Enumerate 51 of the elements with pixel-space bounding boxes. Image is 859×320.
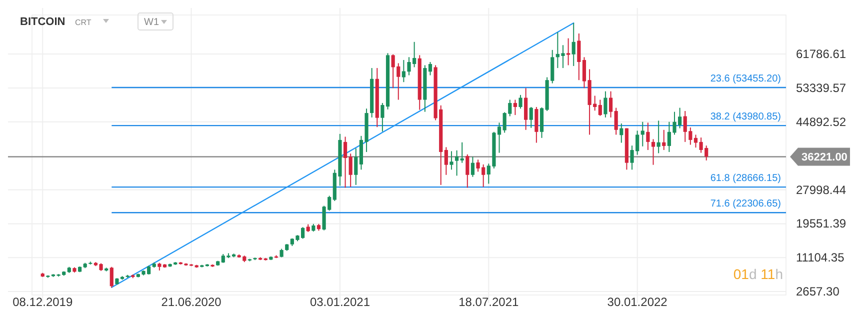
candlestick [540,106,544,138]
x-tick-label: 03.01.2021 [310,295,370,309]
ref-line-label: 23.6 (53455.20) [710,73,781,84]
candlestick [354,148,358,186]
candlestick [662,129,666,150]
x-tick-label: 18.07.2021 [458,295,519,309]
candlestick [470,156,475,178]
annotation: W1 [144,17,160,28]
candlestick [444,146,448,176]
chart-title: BITCOIN [20,16,66,28]
candlestick [620,122,624,144]
candlestick [518,94,522,110]
candlestick [572,22,576,67]
x-tick-label: 30.01.2022 [607,295,668,309]
candlestick [343,136,348,188]
candlestick [524,88,528,130]
candlestick [604,90,608,118]
candlestick [566,38,570,66]
y-tick-label: 27998.44 [796,182,846,197]
y-tick-label: 44892.52 [796,114,846,129]
x-tick-label: 08.12.2019 [12,295,73,309]
candlestick [656,120,660,154]
candlestick [450,150,454,170]
x-tick-label: 21.06.2020 [161,295,222,309]
candlestick [110,266,114,288]
annotation: CRT [75,18,92,27]
candlestick [454,150,459,176]
candlestick [460,142,464,164]
candlestick [646,122,650,150]
y-tick-label: 19551.39 [796,216,846,231]
ref-line-label: 71.6 (22306.65) [710,198,781,210]
annotation: 01d 11h [733,266,783,282]
y-tick-label: 53339.57 [796,80,846,95]
candlestick [513,99,517,116]
candlestick [608,90,613,118]
y-tick-label: 2657.30 [796,284,840,299]
text: 36221.00 [802,152,848,164]
candlestick [529,106,533,128]
candlestick [428,62,432,76]
candlestick [651,138,656,166]
ref-line-label: 38.2 (43980.85) [710,112,781,123]
y-tick-label: 11104.35 [796,250,845,265]
ref-line-label: 61.8 (28666.15) [710,173,781,184]
candlestick [614,107,618,136]
candlestick [577,32,581,81]
candlestick [348,153,352,188]
candlestick [598,99,602,116]
y-tick-label: 61786.61 [796,47,846,62]
candlestick [534,106,538,144]
candlestick [466,154,470,188]
candlestick [640,121,644,147]
